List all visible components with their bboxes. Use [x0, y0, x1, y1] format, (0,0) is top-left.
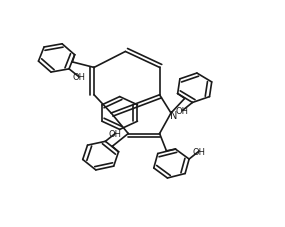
Text: OH: OH — [193, 147, 205, 156]
Text: OH: OH — [73, 73, 86, 82]
Text: N: N — [170, 111, 178, 121]
Text: OH: OH — [109, 129, 122, 138]
Text: OH: OH — [176, 106, 189, 115]
